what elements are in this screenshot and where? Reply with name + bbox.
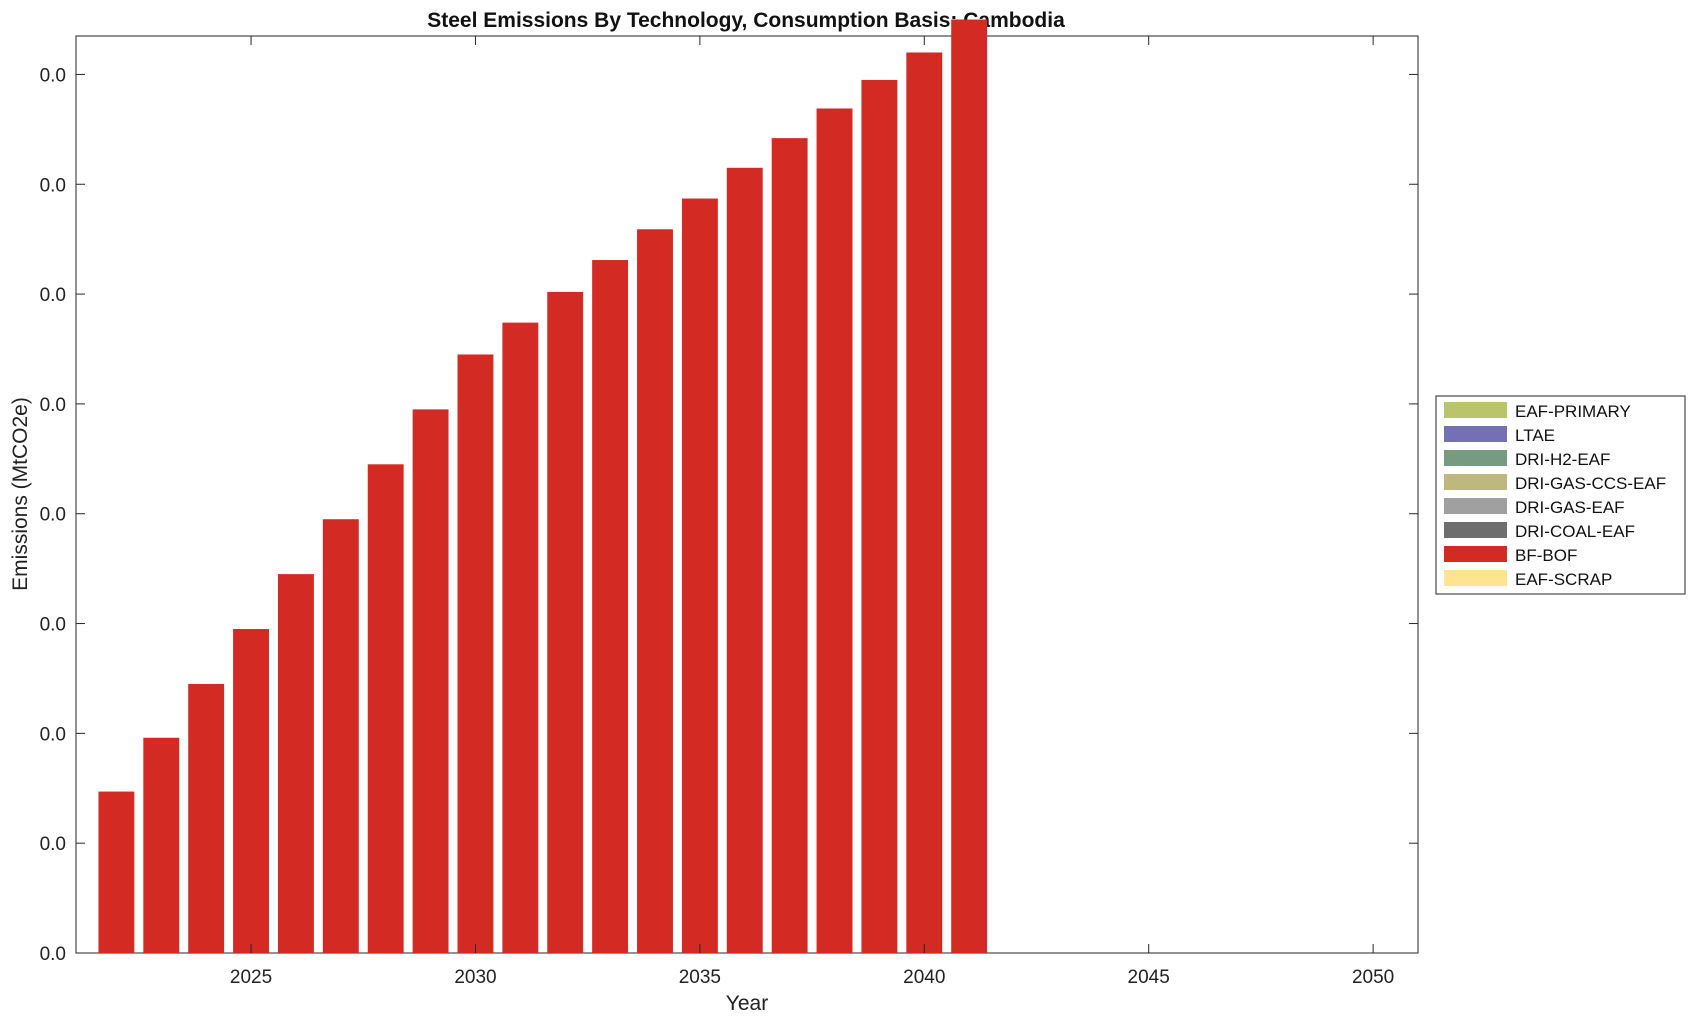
legend-label-eaf-primary: EAF-PRIMARY [1515,402,1631,421]
bar-bf-bof-2039 [861,79,898,953]
y-tick-label: 0.0 [40,65,66,86]
legend-label-ltae: LTAE [1515,426,1555,445]
x-tick-label: 2030 [454,967,496,988]
legend-swatch-dri-h2-eaf [1444,450,1507,466]
x-tick-labels: 2025 2030 2035 2040 2045 2050 [230,967,1394,988]
legend-swatch-bf-bof [1444,546,1507,562]
bar-bf-bof-2022 [98,791,135,953]
bar-bf-bof-2024 [188,683,225,953]
bar-bf-bof-2032 [547,291,584,953]
legend-label-dri-h2-eaf: DRI-H2-EAF [1515,450,1610,469]
bars [98,19,988,954]
bar-bf-bof-2036 [726,167,763,953]
axis-ticks [76,36,1418,954]
legend-label-dri-gas-ccs-eaf: DRI-GAS-CCS-EAF [1515,474,1666,493]
x-tick-label: 2040 [903,967,945,988]
y-tick-label: 0.0 [40,175,66,196]
legend-label-bf-bof: BF-BOF [1515,546,1577,565]
y-tick-label: 0.0 [40,944,66,965]
legend: EAF-PRIMARY LTAE DRI-H2-EAF DRI-GAS-CCS-EAF… [1435,395,1686,595]
legend-swatch-dri-gas-eaf [1444,498,1507,514]
legend-label-dri-gas-eaf: DRI-GAS-EAF [1515,498,1625,517]
y-axis-label: Emissions (MtCO2e) [9,397,32,591]
x-tick-label: 2025 [230,967,272,988]
x-tick-label: 2045 [1128,967,1170,988]
bar-bf-bof-2041 [951,19,988,953]
y-tick-label: 0.0 [40,724,66,745]
bar-bf-bof-2023 [143,737,180,953]
y-tick-label: 0.0 [40,285,66,306]
y-tick-label: 0.0 [40,505,66,526]
chart-title: Steel Emissions By Technology, Consumpti… [427,9,1065,32]
bar-bf-bof-2029 [412,409,449,953]
x-axis-label: Year [726,992,768,1015]
bar-bf-bof-2035 [681,198,718,954]
x-tick-label: 2050 [1352,967,1394,988]
legend-label-dri-coal-eaf: DRI-COAL-EAF [1515,522,1635,541]
y-tick-label: 0.0 [40,834,66,855]
legend-label-eaf-scrap: EAF-SCRAP [1515,570,1612,589]
y-tick-label: 0.0 [40,615,66,636]
x-tick-label: 2035 [679,967,721,988]
bar-bf-bof-2025 [233,629,269,953]
bar-bf-bof-2026 [277,574,314,953]
legend-swatch-eaf-primary [1444,402,1507,418]
bar-bf-bof-2038 [816,108,853,953]
y-tick-label: 0.0 [40,395,66,416]
bar-bf-bof-2040 [906,52,943,954]
bar-bf-bof-2034 [637,229,673,954]
y-tick-labels: 0.0 0.0 0.0 0.0 0.0 0.0 0.0 0.0 0.0 [40,65,66,965]
bar-bf-bof-2027 [322,519,359,953]
legend-swatch-dri-gas-ccs-eaf [1444,474,1507,490]
legend-swatch-ltae [1444,426,1507,442]
legend-swatch-dri-coal-eaf [1444,522,1507,538]
bar-bf-bof-2030 [457,354,494,954]
bar-bf-bof-2028 [367,464,404,953]
legend-swatch-eaf-scrap [1444,570,1507,586]
bar-bf-bof-2031 [502,322,539,954]
bar-bf-bof-2033 [592,260,629,953]
bar-bf-bof-2037 [771,138,808,953]
